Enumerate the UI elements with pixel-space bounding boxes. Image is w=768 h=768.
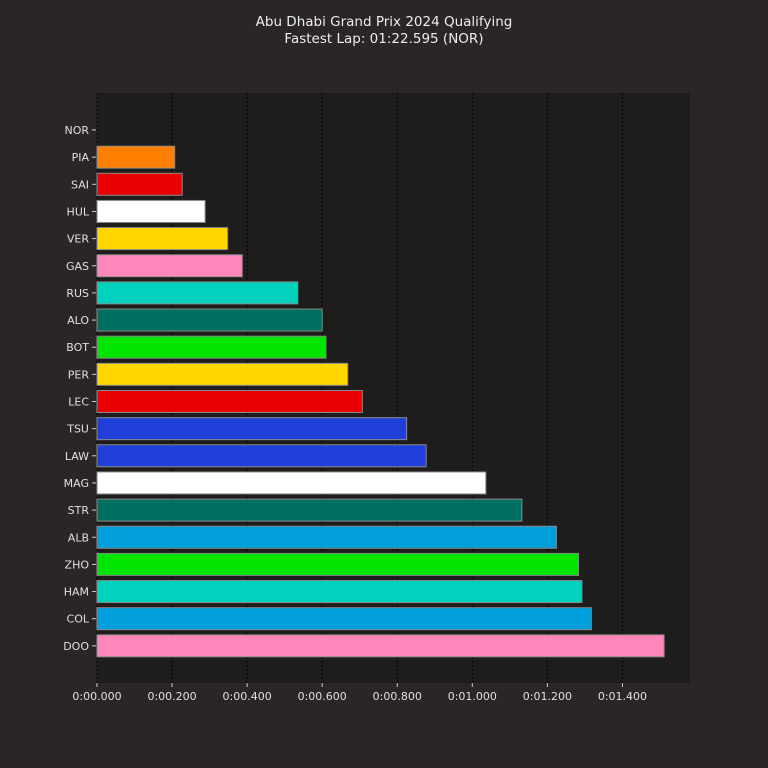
y-tick-label-rus: RUS xyxy=(66,287,89,300)
bar-doo xyxy=(96,634,665,658)
x-tick-label: 0:00.200 xyxy=(147,690,196,703)
y-tick-label-ham: HAM xyxy=(64,586,89,599)
y-tick-label-ver: VER xyxy=(67,233,89,246)
bar-bot xyxy=(96,335,327,359)
y-tick-label-sai: SAI xyxy=(71,178,89,191)
y-tick-label-str: STR xyxy=(68,504,90,517)
y-tick-label-per: PER xyxy=(68,368,90,381)
x-tick-label: 0:00.400 xyxy=(223,690,272,703)
x-tick-label: 0:01.400 xyxy=(598,690,647,703)
y-tick-label-nor: NOR xyxy=(64,124,89,137)
bar-lec xyxy=(96,390,363,413)
y-tick-label-mag: MAG xyxy=(64,477,89,490)
bar-alo xyxy=(96,308,323,332)
y-tick-label-gas: GAS xyxy=(66,260,89,273)
bar-mag xyxy=(96,471,487,495)
bar-gas xyxy=(96,254,243,278)
bar-sai xyxy=(96,172,183,196)
y-tick-label-alo: ALO xyxy=(67,314,89,327)
bar-ham xyxy=(96,580,583,604)
y-tick-label-law: LAW xyxy=(65,450,89,463)
x-tick-label: 0:00.600 xyxy=(298,690,347,703)
bar-hul xyxy=(96,199,206,223)
y-tick-label-pia: PIA xyxy=(72,151,90,164)
bar-law xyxy=(96,444,427,468)
bar-tsu xyxy=(96,417,408,441)
bar-str xyxy=(96,498,523,522)
bars xyxy=(96,145,665,658)
x-tick-label: 0:00.800 xyxy=(373,690,422,703)
y-tick-label-alb: ALB xyxy=(68,531,89,544)
y-tick-label-col: COL xyxy=(67,613,90,626)
y-tick-label-zho: ZHO xyxy=(65,558,90,571)
y-tick-label-tsu: TSU xyxy=(66,423,89,436)
y-tick-label-lec: LEC xyxy=(68,396,89,409)
bar-per xyxy=(96,362,349,386)
y-axis-ticks: NOR PIA SAI HUL VER GAS RUS ALO BOT PER LEC TSU LAW M… xyxy=(63,124,96,653)
chart-subtitle: Fastest Lap: 01:22.595 (NOR) xyxy=(284,31,483,47)
x-axis-ticks: 0:00.000 0:00.200 0:00.400 0:00.600 0:00.800… xyxy=(72,683,647,703)
y-tick-label-bot: BOT xyxy=(66,341,89,354)
x-tick-label: 0:01.200 xyxy=(523,690,572,703)
bar-alb xyxy=(96,525,557,549)
x-tick-label: 0:00.000 xyxy=(72,690,121,703)
bar-pia xyxy=(96,145,176,169)
bar-ver xyxy=(96,227,229,251)
bar-zho xyxy=(96,552,580,576)
y-tick-label-doo: DOO xyxy=(63,640,89,653)
chart-title: Abu Dhabi Grand Prix 2024 Qualifying xyxy=(256,14,513,30)
bar-rus xyxy=(96,281,299,305)
bar-col xyxy=(96,607,592,631)
x-tick-label: 0:01.000 xyxy=(448,690,497,703)
y-tick-label-hul: HUL xyxy=(67,205,90,218)
